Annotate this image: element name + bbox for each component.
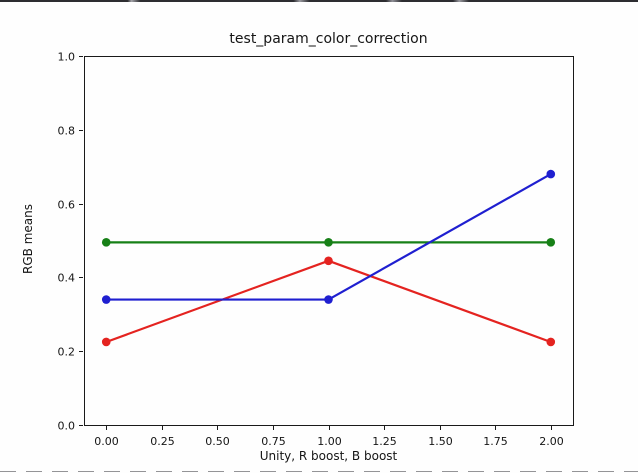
bottom-edge-artifact	[0, 471, 638, 472]
red-series-marker	[546, 337, 556, 347]
x-tick-label: 0.00	[94, 435, 119, 448]
y-tick-label: 1.0	[58, 51, 76, 64]
x-tick-label: 0.25	[150, 435, 175, 448]
blue-series-marker	[101, 295, 111, 304]
axes-spines	[84, 56, 574, 426]
blue-series-marker	[324, 295, 333, 304]
x-tick-label: 1.75	[483, 435, 508, 448]
green-series-marker	[324, 238, 333, 247]
x-tick-label: 2.00	[539, 435, 564, 448]
green-series-marker	[101, 238, 111, 247]
chart-title: test_param_color_correction	[229, 31, 428, 47]
green-series-marker	[546, 238, 556, 247]
red-series-marker	[101, 337, 111, 347]
blue-series-line	[105, 172, 552, 301]
x-tick-label: 1.00	[317, 435, 342, 448]
blue-series-marker	[546, 169, 556, 179]
top-edge-artifact	[0, 0, 638, 2]
y-tick-label: 0.8	[58, 125, 76, 138]
y-tick-label: 0.6	[58, 199, 76, 212]
x-tick-label: 0.75	[261, 435, 286, 448]
y-tick-label: 0.0	[58, 420, 76, 433]
red-series-marker	[324, 256, 333, 266]
y-tick-label: 0.4	[58, 272, 76, 285]
x-tick-label: 0.50	[205, 435, 230, 448]
x-axis-label: Unity, R boost, B boost	[259, 449, 398, 463]
y-tick-label: 0.2	[58, 346, 76, 359]
x-tick-label: 1.50	[428, 435, 453, 448]
x-tick-label: 1.25	[372, 435, 397, 448]
